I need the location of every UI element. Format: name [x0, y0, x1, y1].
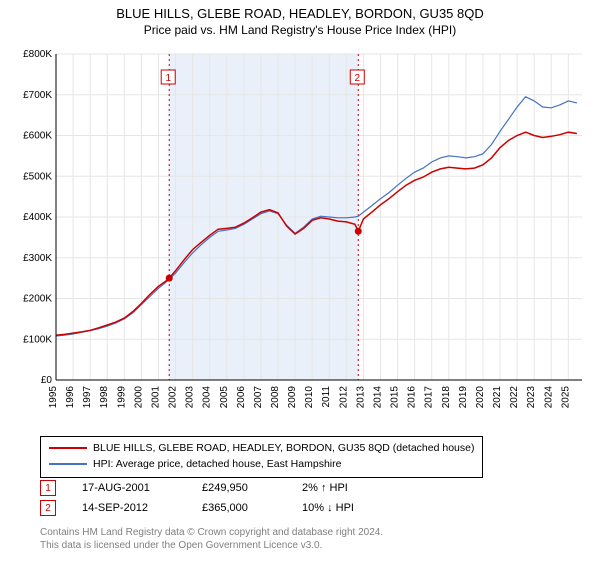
transaction-price: £249,950 [202, 482, 302, 494]
transaction-price: £365,000 [202, 502, 302, 514]
svg-text:2007: 2007 [253, 386, 264, 409]
svg-text:2023: 2023 [526, 386, 537, 409]
svg-text:2011: 2011 [321, 386, 332, 408]
svg-text:2017: 2017 [424, 386, 435, 409]
transaction-marker-1: 1 [40, 480, 56, 496]
svg-text:2014: 2014 [372, 386, 383, 409]
svg-text:1996: 1996 [65, 386, 76, 409]
svg-text:1997: 1997 [82, 386, 93, 409]
svg-text:2005: 2005 [219, 386, 230, 409]
legend-swatch-2 [49, 463, 87, 465]
svg-text:£600K: £600K [23, 131, 52, 142]
svg-text:1999: 1999 [116, 386, 127, 409]
chart-container: BLUE HILLS, GLEBE ROAD, HEADLEY, BORDON,… [0, 6, 600, 566]
svg-text:2006: 2006 [236, 386, 247, 409]
svg-text:2024: 2024 [543, 386, 554, 409]
svg-text:2010: 2010 [304, 386, 315, 409]
svg-text:2025: 2025 [560, 386, 571, 409]
svg-text:2016: 2016 [407, 386, 418, 409]
svg-text:1: 1 [165, 73, 171, 84]
svg-text:2009: 2009 [287, 386, 298, 409]
footer-line-1: Contains HM Land Registry data © Crown c… [40, 526, 383, 539]
svg-text:£800K: £800K [23, 50, 52, 60]
svg-text:£200K: £200K [23, 294, 52, 305]
svg-text:2003: 2003 [185, 386, 196, 409]
transaction-marker-2: 2 [40, 500, 56, 516]
svg-text:2002: 2002 [168, 386, 179, 409]
svg-text:£300K: £300K [23, 253, 52, 264]
svg-text:2001: 2001 [150, 386, 161, 409]
transaction-row: 1 17-AUG-2001 £249,950 2% ↑ HPI [40, 480, 402, 496]
transaction-row: 2 14-SEP-2012 £365,000 10% ↓ HPI [40, 500, 402, 516]
footer-line-2: This data is licensed under the Open Gov… [40, 539, 383, 552]
footer-attribution: Contains HM Land Registry data © Crown c… [40, 526, 383, 552]
svg-text:£100K: £100K [23, 334, 52, 345]
svg-text:£500K: £500K [23, 171, 52, 182]
legend-item-2: HPI: Average price, detached house, East… [49, 457, 474, 473]
svg-text:1995: 1995 [48, 386, 59, 409]
line-chart-svg: £0 £100K £200K £300K £400K £500K £600K £700K £80… [12, 50, 588, 426]
transactions-table: 1 17-AUG-2001 £249,950 2% ↑ HPI 2 14-SEP… [40, 480, 402, 520]
transaction-diff: 2% ↑ HPI [302, 482, 402, 494]
svg-text:1998: 1998 [99, 386, 110, 409]
chart-title: BLUE HILLS, GLEBE ROAD, HEADLEY, BORDON,… [0, 6, 600, 21]
legend-label-1: BLUE HILLS, GLEBE ROAD, HEADLEY, BORDON,… [93, 442, 474, 454]
legend-box: BLUE HILLS, GLEBE ROAD, HEADLEY, BORDON,… [40, 436, 483, 478]
transaction-diff: 10% ↓ HPI [302, 502, 402, 514]
svg-text:2008: 2008 [270, 386, 281, 409]
legend-item-1: BLUE HILLS, GLEBE ROAD, HEADLEY, BORDON,… [49, 441, 474, 457]
transaction-date: 14-SEP-2012 [82, 502, 202, 514]
svg-text:2004: 2004 [202, 386, 213, 409]
chart-area: £0 £100K £200K £300K £400K £500K £600K £700K £80… [12, 50, 588, 426]
legend-swatch-1 [49, 447, 87, 449]
legend-label-2: HPI: Average price, detached house, East… [93, 458, 341, 470]
transaction-date: 17-AUG-2001 [82, 482, 202, 494]
svg-text:2000: 2000 [133, 386, 144, 409]
svg-text:2012: 2012 [338, 386, 349, 409]
svg-text:2022: 2022 [509, 386, 520, 409]
svg-text:2: 2 [354, 73, 360, 84]
svg-text:2020: 2020 [475, 386, 486, 409]
svg-text:2019: 2019 [458, 386, 469, 409]
svg-text:£400K: £400K [23, 212, 52, 223]
svg-text:£700K: £700K [23, 90, 52, 101]
svg-text:2013: 2013 [355, 386, 366, 409]
svg-text:£0: £0 [41, 375, 53, 386]
svg-text:2018: 2018 [441, 386, 452, 409]
svg-text:2021: 2021 [492, 386, 503, 409]
svg-text:2015: 2015 [390, 386, 401, 409]
chart-subtitle: Price paid vs. HM Land Registry's House … [0, 23, 600, 37]
